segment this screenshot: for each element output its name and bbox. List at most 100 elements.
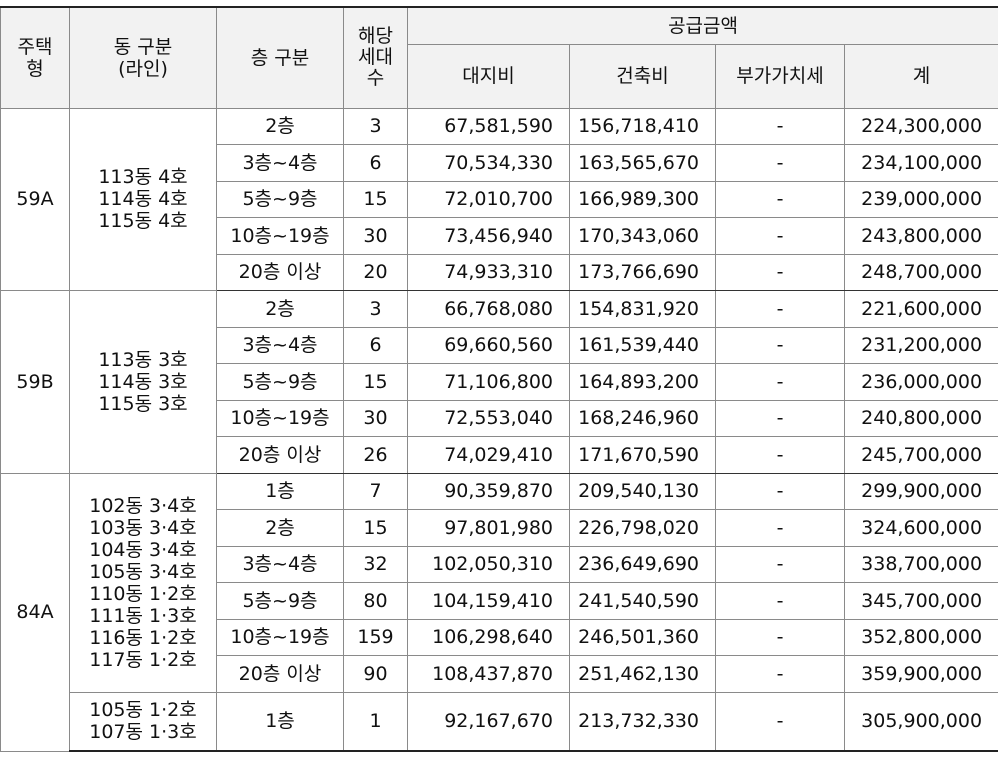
units-cell: 26 (343, 436, 408, 474)
table-row: 20층 이상 20 74,933,310 173,766,690-248,700,00… (1, 253, 998, 291)
header-dong-line1: 동 구분 (113, 35, 173, 58)
land-price-cell: 70,534,330 (407, 144, 570, 182)
total-price-cell: 345,700,000 (843, 582, 998, 620)
dong-line: 103동 3·4호 (89, 516, 197, 539)
header-house-type: 주택 형 (0, 6, 70, 109)
vat-cell: - (715, 436, 845, 474)
table-row: 3층~4층 6 69,660,560 161,539,440-231,200,000 (1, 326, 998, 364)
total-price-cell: 236,000,000 (843, 363, 998, 401)
units-cell: 1 (343, 691, 408, 752)
header-units-line2: 세대 (358, 46, 393, 69)
building-price-cell: 170,343,060 (569, 217, 716, 255)
land-price-cell: 108,437,870 (407, 655, 570, 693)
header-house-type-part2: 형 (26, 57, 44, 80)
units-cell: 32 (343, 545, 408, 583)
land-price-cell: 74,933,310 (407, 253, 570, 291)
total-price-cell: 324,600,000 (843, 509, 998, 547)
table-row: 10층~19층 30 72,553,040 168,246,960-240,800,0… (1, 399, 998, 437)
units-cell: 90 (343, 655, 408, 693)
dong-line: 102동 3·4호 (89, 494, 197, 517)
building-price-cell: 154,831,920 (569, 290, 716, 328)
dong-line: 116동 1·2호 (89, 626, 197, 649)
vat-cell: - (715, 691, 845, 752)
total-price-cell: 224,300,000 (843, 107, 998, 145)
total-price-cell: 299,900,000 (843, 472, 998, 510)
vat-cell: - (715, 582, 845, 620)
units-cell: 3 (343, 290, 408, 328)
land-price-cell: 102,050,310 (407, 545, 570, 583)
building-price-cell: 168,246,960 (569, 399, 716, 437)
floor-cell: 2층 (216, 509, 344, 547)
supply-price-table-container: 주택 형 동 구분 (라인) 층 구분 해당 세대 수 공급금액 대지비 건축비 … (0, 6, 998, 752)
header-building: 건축비 (569, 43, 716, 109)
vat-cell: - (715, 290, 845, 328)
total-price-cell: 239,000,000 (843, 180, 998, 218)
dong-line: 115동 4호 (98, 210, 188, 233)
land-price-cell: 73,456,940 (407, 217, 570, 255)
vat-cell: - (715, 655, 845, 693)
land-price-cell: 69,660,560 (407, 326, 570, 364)
units-cell: 15 (343, 363, 408, 401)
vat-cell: - (715, 363, 845, 401)
header-floor: 층 구분 (216, 6, 344, 109)
table-row: 59A 113동 4호 114동 4호 115동 4호 2층 3 67,581,590 156… (0, 107, 998, 291)
building-price-cell: 236,649,690 (569, 545, 716, 583)
floor-cell: 3층~4층 (216, 326, 344, 364)
land-price-cell: 71,106,800 (407, 363, 570, 401)
dong-line: 114동 4호 (98, 188, 188, 211)
dong-line-cell: 105동 1·2호 107동 1·3호 (69, 691, 217, 752)
dong-line: 117동 1·2호 (89, 648, 197, 671)
header-units-line3: 수 (366, 67, 385, 90)
building-price-cell: 241,540,590 (569, 582, 716, 620)
house-type-cell: 59A (0, 107, 70, 291)
dong-line: 111동 1·3호 (89, 604, 197, 627)
units-cell: 159 (343, 618, 408, 656)
dong-line: 110동 1·2호 (89, 582, 197, 605)
building-price-cell: 166,989,300 (569, 180, 716, 218)
floor-cell: 20층 이상 (216, 655, 344, 693)
units-cell: 30 (343, 217, 408, 255)
table-row: 84A 102동 3·4호 103동 3·4호 104동 3·4호 105동 3·4호 1… (0, 472, 998, 752)
land-price-cell: 74,029,410 (407, 436, 570, 474)
total-price-cell: 240,800,000 (843, 399, 998, 437)
dong-line-cell: 113동 4호 114동 4호 115동 4호 (69, 107, 217, 291)
table-row: 10층~19층 159 106,298,640 246,501,360-352,800… (1, 618, 998, 656)
floor-cell: 5층~9층 (216, 582, 344, 620)
floor-cell: 1층 (216, 472, 344, 510)
land-price-cell: 104,159,410 (407, 582, 570, 620)
total-price-cell: 234,100,000 (843, 144, 998, 182)
floor-cell: 5층~9층 (216, 180, 344, 218)
table-row: 3층~4층 6 70,534,330 163,565,670-234,100,000 (1, 144, 998, 182)
floor-cell: 2층 (216, 107, 344, 145)
table-row: 5층~9층 15 72,010,700 166,989,300-239,000,000 (1, 180, 998, 218)
header-supply-price: 공급금액 (406, 6, 998, 45)
total-price-cell: 221,600,000 (843, 290, 998, 328)
dong-line: 113동 3호 (98, 348, 188, 371)
table-row: 10층~19층 30 73,456,940 170,343,060-243,800,0… (1, 217, 998, 255)
header-land: 대지비 (407, 43, 570, 109)
dong-line-cell: 102동 3·4호 103동 3·4호 104동 3·4호 105동 3·4호 110동… (69, 472, 217, 693)
vat-cell: - (715, 618, 845, 656)
building-price-cell: 246,501,360 (569, 618, 716, 656)
dong-line: 105동 1·2호 (89, 699, 197, 722)
building-price-cell: 251,462,130 (569, 655, 716, 693)
header-dong: 동 구분 (라인) (69, 6, 217, 109)
total-price-cell: 243,800,000 (843, 217, 998, 255)
units-cell: 80 (343, 582, 408, 620)
header-house-type-line1: 주택 형 (2, 36, 69, 80)
price-table-body: 59A 113동 4호 114동 4호 115동 4호 2층 3 67,581,590 156… (0, 107, 998, 752)
land-price-cell: 72,553,040 (407, 399, 570, 437)
building-price-cell: 164,893,200 (569, 363, 716, 401)
land-price-cell: 106,298,640 (407, 618, 570, 656)
floor-cell: 3층~4층 (216, 545, 344, 583)
land-price-cell: 66,768,080 (407, 290, 570, 328)
dong-line: 104동 3·4호 (89, 538, 197, 561)
total-price-cell: 305,900,000 (843, 691, 998, 752)
floor-cell: 2층 (216, 290, 344, 328)
units-cell: 15 (343, 509, 408, 547)
building-price-cell: 213,732,330 (569, 691, 716, 752)
floor-cell: 20층 이상 (216, 436, 344, 474)
floor-cell: 3층~4층 (216, 144, 344, 182)
vat-cell: - (715, 509, 845, 547)
dong-line: 107동 1·3호 (89, 721, 197, 744)
